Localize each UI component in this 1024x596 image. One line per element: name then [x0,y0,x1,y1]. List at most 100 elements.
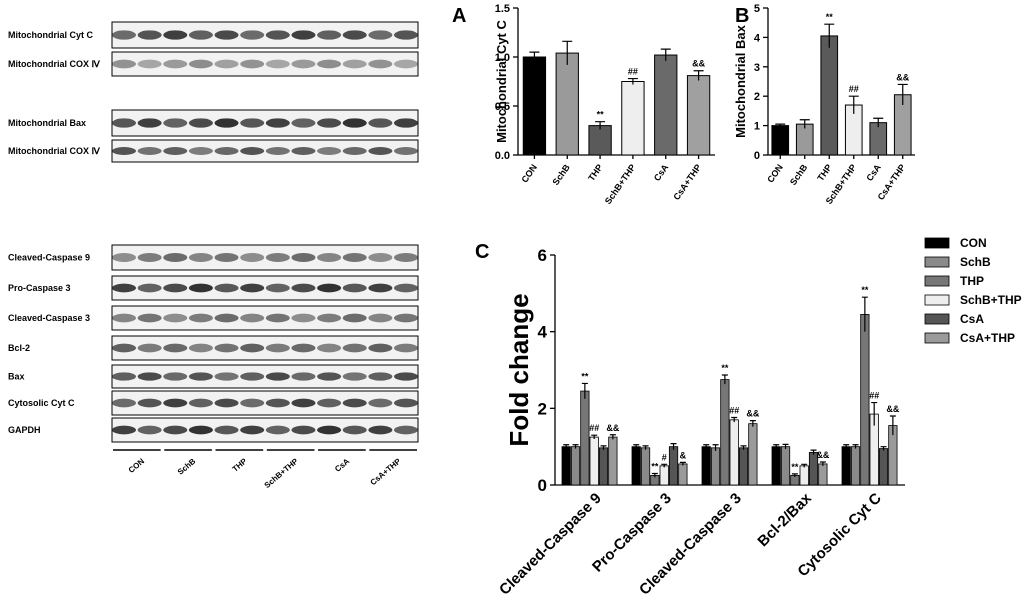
blot-band [368,372,393,381]
blot-band [240,253,265,262]
bar [729,419,739,486]
blot-band [188,30,213,40]
x-tick-label: CsA+THP [671,162,703,202]
error-bar [581,382,588,399]
blot-band [188,253,213,262]
legend-swatch [924,294,950,306]
blot-band [291,313,316,323]
error-bar [595,121,606,130]
significance: && [886,404,899,414]
error-bar [852,444,859,449]
blot-band [265,118,290,128]
blot-band [112,372,136,381]
blot-band [214,147,239,155]
blot-band [394,425,418,435]
blot-frame [111,51,419,77]
significance: ** [861,285,869,295]
blot-band [214,118,239,128]
error-bar [801,463,808,468]
legend-swatch [924,256,950,268]
bar [720,379,730,486]
blot-band [291,147,316,155]
bar [654,54,678,156]
panel-label: A [452,5,466,27]
bar [841,446,851,486]
error-bar [661,463,668,468]
x-tick-label: Bcl-2/Bax [754,489,815,550]
error-bar [609,434,616,440]
y-tick-label: 5 [754,3,760,15]
significance: ** [826,12,834,22]
y-tick-label: 0.0 [495,150,510,162]
significance: && [896,72,909,82]
significance: ** [651,462,659,472]
blot-band [291,372,316,381]
blot-band [240,343,265,353]
blot-band [265,313,290,323]
blot-frame [111,21,419,49]
lane-label: SchB [176,456,198,476]
bar [588,125,612,156]
panel-label: B [735,5,749,27]
blot-band [394,30,418,40]
error-bar [670,443,677,450]
blot-frame [111,109,419,137]
blot-band [214,398,239,408]
error-bar [791,473,798,477]
blot-band [291,253,316,262]
blot-row-label: Cleaved-Caspase 9 [8,253,90,263]
blot-band [265,372,290,381]
blot-row-label: Cleaved-Caspase 3 [8,313,90,323]
error-bar [562,40,573,65]
blot-band [112,425,136,435]
blot-band [368,313,393,323]
bar [820,35,839,156]
error-bar [861,296,868,332]
bar [860,314,870,486]
blot-band [137,253,162,262]
significance: ** [597,110,605,120]
blot-band [163,30,188,40]
legend-label: CON [960,236,987,250]
blot-band [394,313,418,323]
significance: && [606,423,619,433]
blot-band [317,398,342,408]
blot-frame [111,275,419,301]
bar [640,447,651,486]
error-bar [810,449,817,455]
blot-row-label: Cytosolic Cyt C [8,398,75,408]
blot-band [214,343,239,353]
significance: ## [849,84,859,94]
error-bar [529,51,540,62]
blot-frame [111,244,419,271]
legend-swatch [924,332,950,344]
blot-band [394,253,418,262]
panel-label: C [475,241,489,263]
blot-band [265,398,290,408]
bar [771,446,781,486]
bar [710,447,721,486]
blot-band [137,283,162,293]
blot-band [394,283,418,293]
significance: ** [581,371,589,381]
blot-frame [111,417,419,443]
blot-band [240,59,265,69]
error-bar [873,117,884,128]
blot-band [188,398,213,408]
significance: && [816,450,829,460]
lane-label: CsA+THP [369,456,403,487]
blot-band [112,313,136,323]
blot-row-label: GAPDH [8,425,41,435]
blot-band [137,59,162,69]
x-tick-label: SchB [550,162,572,187]
blot-band [214,425,239,435]
significance: & [680,450,687,460]
blot-band [291,343,316,353]
blot-band [317,59,342,69]
error-bar [799,119,810,129]
blot-band [163,253,188,262]
blot-row-label: Mitochondrial Cyt C [8,30,93,40]
blot-band [214,372,239,381]
bar [589,436,599,486]
bar [678,463,688,486]
